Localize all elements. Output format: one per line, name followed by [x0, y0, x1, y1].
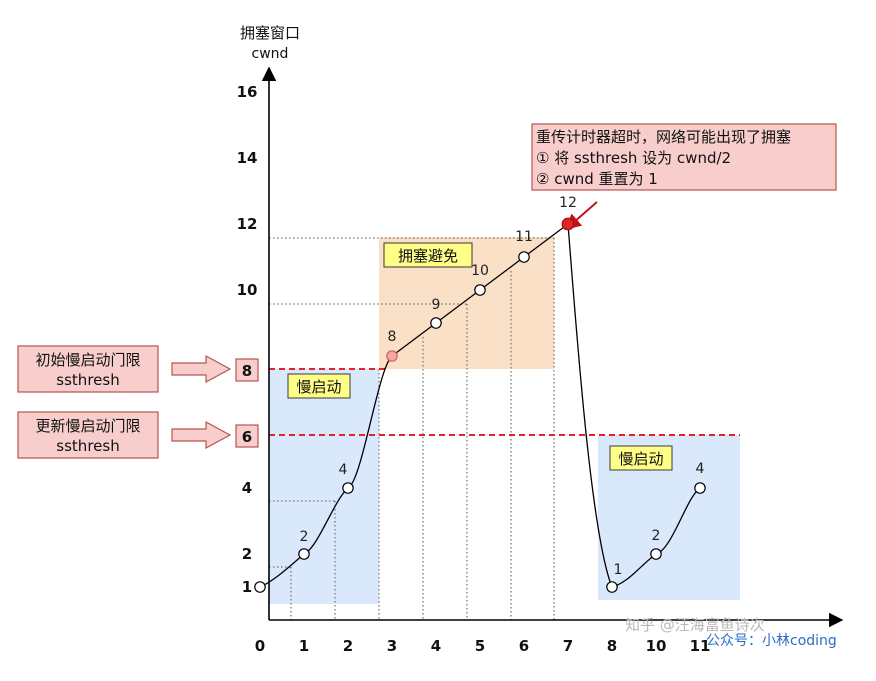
cwnd-point: [694, 482, 706, 494]
initial-ssthresh-label-line2: ssthresh: [56, 371, 119, 389]
ssthresh-8-value: 8: [242, 362, 252, 380]
congestion-avoidance-label: 拥塞避免: [398, 247, 458, 265]
updated-ssthresh-label-line1: 更新慢启动门限: [35, 417, 140, 435]
x-tick-labels: 0 1 2 3 4 5 6 7 8 10 11: [255, 637, 711, 655]
cwnd-point: [606, 581, 618, 593]
y-tick-label: 14: [237, 149, 258, 167]
x-tick-label: 0: [255, 637, 265, 655]
watermark-wechat: 公众号：小林coding: [706, 633, 837, 649]
cwnd-point: [430, 317, 442, 329]
slow-start-label-1: 慢启动: [296, 378, 341, 396]
y-tick-label: 10: [237, 281, 258, 299]
x-tick-label: 7: [563, 637, 573, 655]
cwnd-point-label: 8: [388, 329, 397, 345]
cwnd-point-label: 12: [559, 195, 577, 211]
cwnd-point: [386, 350, 398, 362]
cwnd-point: [561, 217, 575, 231]
cwnd-point: [650, 548, 662, 560]
x-tick-label: 1: [299, 637, 309, 655]
timeout-annotation-line3: ② cwnd 重置为 1: [536, 170, 658, 188]
x-tick-label: 11: [690, 637, 711, 655]
cwnd-point-label: 2: [300, 529, 309, 545]
x-tick-label: 3: [387, 637, 397, 655]
x-tick-label: 5: [475, 637, 485, 655]
ssthresh-6-box: [235, 424, 259, 448]
timeout-annotation-line2: ① 将 ssthresh 设为 cwnd/2: [536, 149, 731, 167]
guide-lines: [269, 237, 555, 620]
timeout-annotation-line1: 重传计时器超时，网络可能出现了拥塞: [536, 128, 791, 146]
y-axis-title: 拥塞窗口: [240, 24, 300, 42]
y-axis-unit: cwnd: [252, 46, 289, 62]
x-tick-label: 2: [343, 637, 353, 655]
timeout-drop-curve: [567, 223, 613, 588]
x-tick-label: 6: [519, 637, 529, 655]
updated-ssthresh-label-line2: ssthresh: [56, 437, 119, 455]
cwnd-point: [342, 482, 354, 494]
slow-start-label-2: 慢启动: [618, 450, 663, 468]
slow-start-label-2-box: [609, 445, 673, 471]
timeout-annotation-box: [531, 123, 837, 191]
congestion-avoidance-label-box: [383, 242, 473, 268]
x-tick-label: 4: [431, 637, 441, 655]
slow-start-label-1-box: [287, 373, 351, 399]
y-tick-label: 2: [242, 545, 252, 563]
cwnd-point: [254, 581, 266, 593]
watermark-zhihu: 知乎 @汪海富鱼诗次: [625, 616, 765, 634]
cwnd-point-label: 11: [515, 229, 533, 245]
initial-ssthresh-label-box: [17, 345, 159, 393]
x-tick-label: 8: [607, 637, 617, 655]
initial-ssthresh-arrow-icon: [171, 354, 232, 384]
slow-start-curve-1: [259, 355, 393, 588]
updated-ssthresh-arrow-icon: [171, 420, 232, 450]
y-tick-label: 12: [237, 215, 258, 233]
cwnd-point-label: 1: [614, 562, 623, 578]
initial-ssthresh-label-line1: 初始慢启动门限: [35, 351, 140, 369]
cwnd-point: [298, 548, 310, 560]
ssthresh-6-value: 6: [242, 428, 252, 446]
updated-ssthresh-label-box: [17, 411, 159, 459]
cwnd-point-label: 10: [471, 263, 489, 279]
cwnd-point-label: 9: [432, 297, 441, 313]
y-tick-label: 4: [242, 479, 252, 497]
y-tick-label: 1: [242, 578, 252, 596]
cwnd-point: [474, 284, 486, 296]
y-tick-label: 16: [237, 83, 258, 101]
cwnd-point-label: 4: [339, 462, 348, 478]
cwnd-point: [518, 251, 530, 263]
cwnd-points: [254, 217, 706, 593]
ssthresh-8-box: [235, 358, 259, 382]
x-tick-label: 10: [646, 637, 667, 655]
slow-start-region-1: [269, 369, 379, 604]
cwnd-point-label: 4: [696, 461, 705, 477]
cwnd-point-label: 2: [652, 528, 661, 544]
